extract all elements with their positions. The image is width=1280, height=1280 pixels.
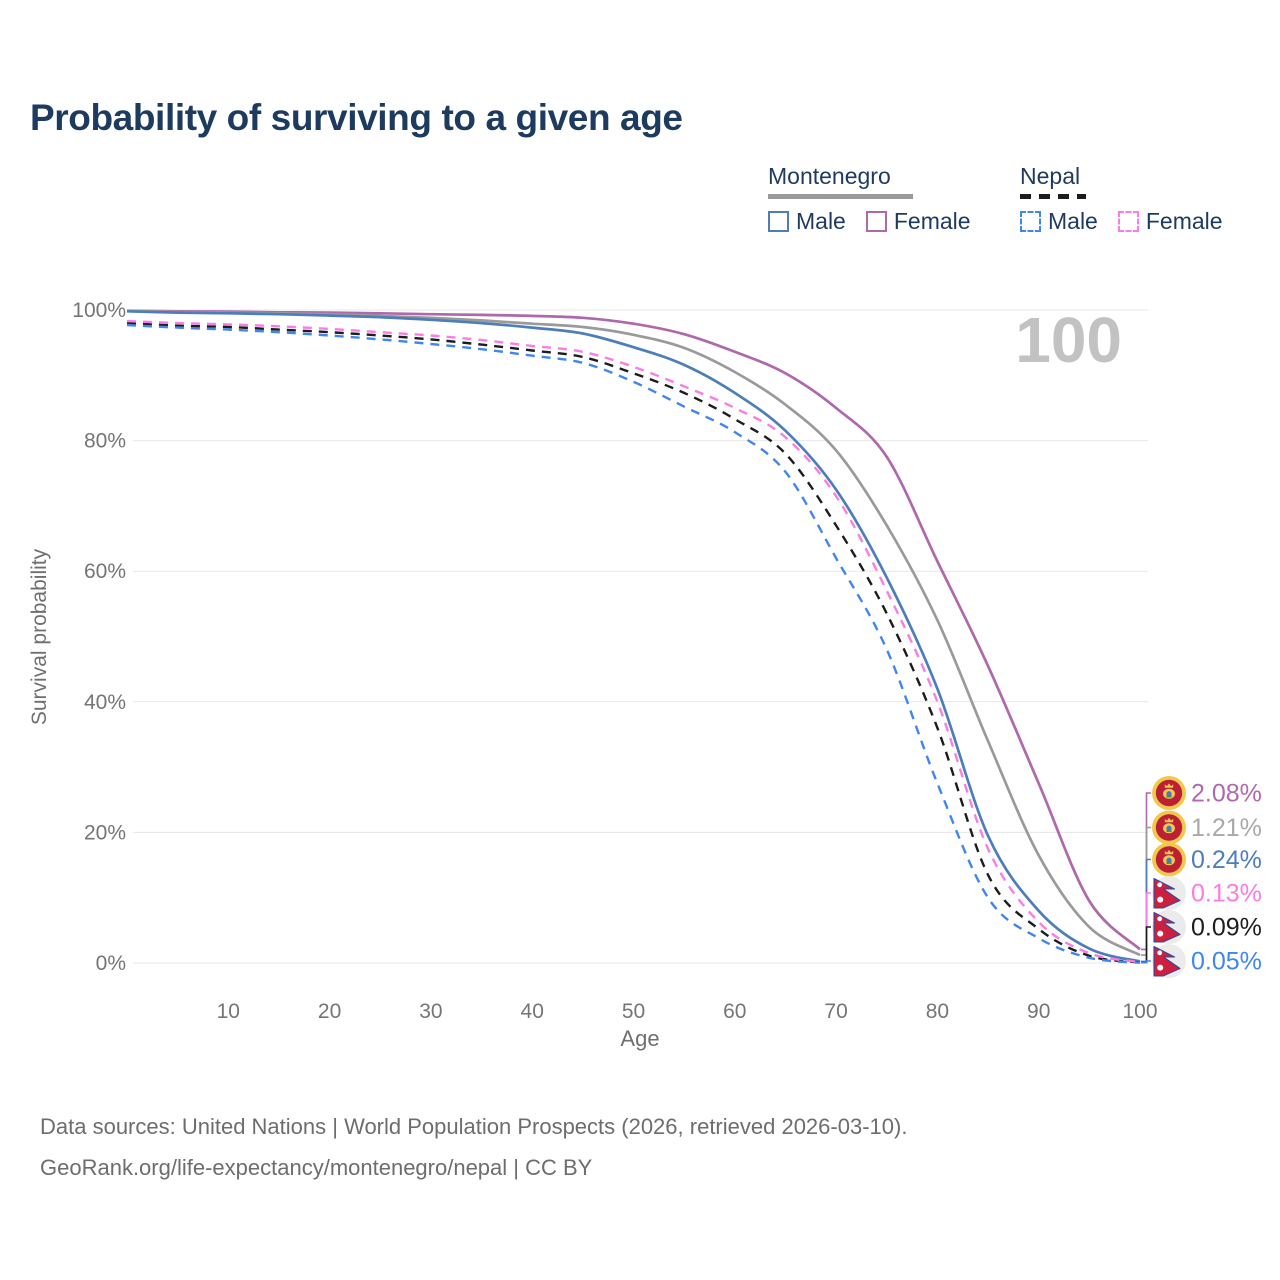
y-tick-label: 80% bbox=[84, 430, 126, 453]
curve-montenegro-both-sexes[interactable] bbox=[126, 309, 1141, 957]
data-source-note: Data sources: United Nations | World Pop… bbox=[40, 1114, 908, 1139]
curve-nepal-male[interactable] bbox=[126, 323, 1141, 964]
x-axis-title: Age bbox=[620, 1026, 659, 1051]
legend-label: Male bbox=[796, 208, 846, 234]
x-tick-label: 30 bbox=[419, 1000, 442, 1023]
nepal-male-swatch bbox=[1020, 211, 1041, 232]
legend-item-montenegro-female[interactable]: Female bbox=[865, 208, 971, 235]
end-label-connector bbox=[1141, 960, 1151, 964]
end-label-nepal-female: 0.13% bbox=[1191, 880, 1262, 908]
curve-montenegro-female[interactable] bbox=[126, 309, 1141, 951]
y-tick-label: 20% bbox=[84, 821, 126, 844]
montenegro-line-swatch bbox=[768, 194, 913, 199]
curve-montenegro-male[interactable] bbox=[126, 309, 1141, 963]
x-tick-label: 10 bbox=[217, 1000, 240, 1023]
end-label-montenegro-female: 2.08% bbox=[1191, 780, 1262, 808]
legend-item-montenegro-male[interactable]: Male bbox=[768, 208, 846, 235]
end-label-nepal-male: 0.05% bbox=[1191, 948, 1262, 976]
legend-label: Male bbox=[1048, 208, 1098, 234]
y-tick-label: 100% bbox=[72, 299, 126, 322]
x-tick-label: 70 bbox=[824, 1000, 847, 1023]
x-tick-label: 20 bbox=[318, 1000, 341, 1023]
montenegro-male-swatch bbox=[768, 211, 789, 232]
curve-nepal-female[interactable] bbox=[126, 319, 1141, 964]
legend-item-nepal-male[interactable]: Male bbox=[1020, 208, 1098, 235]
x-tick-label: 80 bbox=[926, 1000, 949, 1023]
nepal-line-swatch bbox=[1020, 194, 1086, 199]
y-tick-label: 60% bbox=[84, 560, 126, 583]
end-label-nepal-both-sexes: 0.09% bbox=[1191, 914, 1262, 942]
attribution-note: GeoRank.org/life-expectancy/montenegro/n… bbox=[40, 1155, 593, 1180]
age-cursor-watermark: 100 bbox=[1015, 304, 1122, 376]
nepal-flag-icon bbox=[1152, 944, 1186, 978]
nepal-flag-icon bbox=[1152, 876, 1186, 910]
montenegro-female-swatch bbox=[865, 211, 887, 232]
nepal-flag-icon bbox=[1152, 910, 1186, 944]
montenegro-flag-icon bbox=[1152, 842, 1186, 877]
y-tick-label: 0% bbox=[96, 952, 126, 975]
legend-country-montenegro[interactable]: Montenegro bbox=[768, 163, 891, 189]
legend-label: Female bbox=[1145, 208, 1223, 234]
montenegro-flag-icon bbox=[1152, 776, 1186, 810]
y-tick-label: 40% bbox=[84, 691, 126, 714]
legend-group-montenegro: Montenegro Male Female bbox=[768, 163, 971, 235]
montenegro-flag-icon bbox=[1152, 810, 1186, 845]
page-title: Probability of surviving to a given age bbox=[30, 96, 683, 138]
x-tick-label: 40 bbox=[521, 1000, 544, 1023]
x-tick-label: 100 bbox=[1122, 1000, 1157, 1023]
curve-nepal-both-sexes[interactable] bbox=[126, 321, 1141, 964]
legend-country-nepal[interactable]: Nepal bbox=[1020, 163, 1081, 189]
nepal-female-swatch bbox=[1117, 211, 1139, 232]
y-axis-title: Survival probability bbox=[28, 548, 51, 725]
legend-label: Female bbox=[893, 208, 971, 234]
x-tick-label: 50 bbox=[622, 1000, 645, 1023]
legend-item-nepal-female[interactable]: Female bbox=[1117, 208, 1223, 235]
grid: 0% 20% 40% 60% 80% 100% 10 20 30 40 50 60 70 80 90 100 A… bbox=[28, 299, 1158, 1051]
end-label-montenegro-both-sexes: 1.21% bbox=[1191, 814, 1262, 842]
legend-group-nepal: Nepal Male Female bbox=[1020, 163, 1223, 235]
x-tick-label: 90 bbox=[1027, 1000, 1050, 1023]
end-label-montenegro-male: 0.24% bbox=[1191, 846, 1262, 874]
x-tick-label: 60 bbox=[723, 1000, 746, 1023]
end-label-connector bbox=[1141, 926, 1151, 964]
footer: Data sources: United Nations | World Pop… bbox=[40, 1106, 907, 1188]
